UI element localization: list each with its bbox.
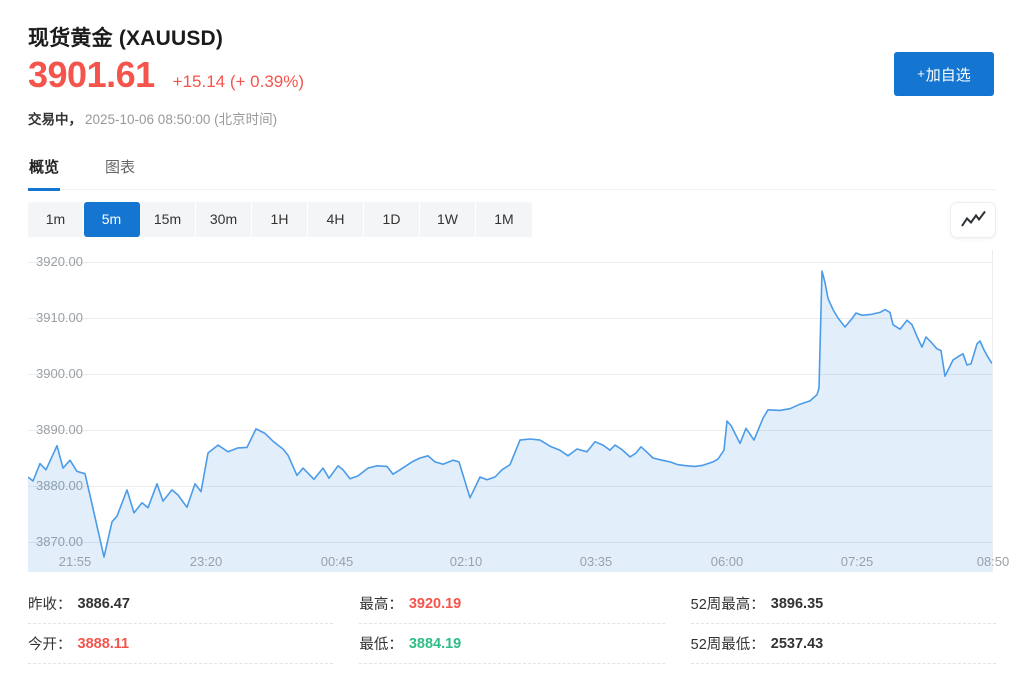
y-axis-tick: 3920.00	[36, 254, 83, 269]
stat-value: 3896.35	[770, 595, 824, 612]
x-axis-tick: 08:50	[976, 554, 1010, 569]
price-chart[interactable]: 3920.00 3910.00 3900.00 3890.00 3880.00 3870.…	[28, 250, 1009, 572]
timeframe-1W[interactable]: 1W	[420, 202, 476, 237]
stat-item: 最低： 3884.19	[359, 624, 665, 664]
y-axis-tick: 3880.00	[36, 478, 83, 493]
stat-value: 3886.47	[77, 595, 130, 612]
stat-value: 3888.11	[77, 635, 130, 652]
tab-图表[interactable]: 图表	[105, 159, 136, 176]
stat-value: 3920.19	[408, 595, 462, 612]
x-axis-tick: 00:45	[320, 554, 354, 569]
page-title: 现货黄金 (XAUUSD)	[28, 27, 224, 50]
tab-bar: 概览 图表	[28, 152, 996, 191]
current-price: 3901.61	[28, 54, 155, 95]
timeframe-5m[interactable]: 5m	[84, 202, 140, 237]
stats-column: 52周最高： 3896.35 52周最低： 2537.43	[690, 584, 996, 664]
stat-value: 2537.43	[770, 635, 824, 652]
y-axis-tick: 3870.00	[36, 534, 83, 549]
stat-item: 52周最高： 3896.35	[690, 584, 996, 624]
x-axis-tick: 02:10	[449, 554, 483, 569]
timeframe-4H[interactable]: 4H	[308, 202, 364, 237]
x-axis-tick: 23:20	[189, 554, 223, 569]
stat-item: 最高： 3920.19	[359, 584, 665, 624]
status-row: 交易中， 2025-10-06 08:50:00 (北京时间)	[28, 108, 277, 128]
price-change: +15.14 (+ 0.39%)	[172, 72, 305, 91]
timeframe-1M[interactable]: 1M	[494, 211, 514, 227]
stat-label: 今开：	[28, 637, 72, 653]
y-axis-tick: 3890.00	[36, 422, 83, 437]
chart-type-button[interactable]	[950, 202, 996, 238]
timeframe-15m[interactable]: 15m	[140, 202, 196, 237]
add-watchlist-label: 加自选	[925, 66, 971, 84]
trading-status: 交易中，	[28, 112, 82, 127]
gridline	[28, 430, 993, 431]
stat-label: 52周最高：	[690, 597, 765, 613]
gridline	[28, 486, 993, 487]
price-series	[28, 270, 993, 572]
x-axis-tick: 06:00	[710, 554, 744, 569]
x-axis-tick: 07:25	[840, 554, 874, 569]
gridline	[28, 262, 993, 263]
timeframe-1H[interactable]: 1H	[252, 202, 308, 237]
stats-column: 昨收： 3886.47 今开： 3888.11	[28, 584, 334, 664]
timeframe-selector: 1m 5m 15m 30m 1H 4H 1D 1W 1M	[28, 202, 532, 237]
stat-item: 今开： 3888.11	[28, 624, 334, 664]
gridline	[28, 374, 993, 375]
timeframe-1D[interactable]: 1D	[364, 202, 420, 237]
stat-value: 3884.19	[408, 635, 462, 652]
gridline	[28, 542, 993, 543]
gridline	[28, 318, 993, 319]
y-axis-tick: 3910.00	[36, 310, 83, 325]
stats-panel: 昨收： 3886.47 今开： 3888.11 最高： 3920.19 最低： 3884.19…	[28, 584, 996, 664]
stat-label: 昨收：	[28, 597, 72, 613]
plus-icon: +	[917, 65, 925, 81]
quote-timestamp: 2025-10-06 08:50:00	[85, 112, 211, 127]
stat-item: 昨收： 3886.47	[28, 584, 334, 624]
timeframe-1m[interactable]: 1m	[28, 202, 84, 237]
price-row: 3901.61 +15.14 (+ 0.39%)	[28, 54, 304, 96]
timezone-note: (北京时间)	[214, 112, 278, 127]
trend-line-icon	[959, 209, 987, 231]
x-axis-tick: 21:55	[58, 554, 92, 569]
plot-border	[992, 250, 993, 572]
add-watchlist-button[interactable]: +加自选	[894, 52, 994, 96]
stat-label: 最低：	[359, 637, 403, 653]
stat-label: 最高：	[359, 597, 403, 613]
tab-概览[interactable]: 概览	[28, 152, 61, 191]
x-axis-tick: 03:35	[579, 554, 613, 569]
chart-toolbar: 1m 5m 15m 30m 1H 4H 1D 1W 1M	[28, 202, 996, 238]
timeframe-30m[interactable]: 30m	[196, 202, 252, 237]
stat-item: 52周最低： 2537.43	[690, 624, 996, 664]
stat-label: 52周最低：	[690, 637, 765, 653]
stats-column: 最高： 3920.19 最低： 3884.19	[359, 584, 665, 664]
y-axis-tick: 3900.00	[36, 366, 83, 381]
